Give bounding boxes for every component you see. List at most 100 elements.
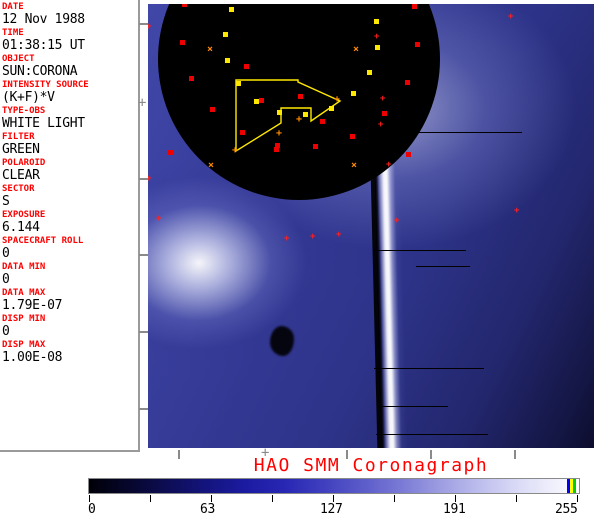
metadata-label: EXPOSURE [2, 210, 46, 220]
ring-marker-orange-x: × [353, 44, 360, 55]
field-marker-red [168, 150, 173, 155]
ring-marker-red [313, 144, 318, 149]
axis-crosshair-left: + [138, 95, 147, 111]
streak-artifact [376, 434, 488, 435]
coronagraph-image[interactable]: × × × × [148, 4, 594, 448]
metadata-label: TYPE-OBS [2, 106, 46, 116]
metadata-label: OBJECT [2, 54, 35, 64]
ring-marker-red [382, 111, 387, 116]
metadata-value: 01:38:15 UT [2, 38, 85, 53]
metadata-value: WHITE LIGHT [2, 116, 85, 131]
polygon-vertex-plus: + [276, 128, 283, 139]
metadata-label: FILTER [2, 132, 35, 142]
axis-tick-left [139, 178, 148, 180]
ring-marker-red [180, 40, 185, 45]
metadata-field-object: OBJECT SUN:CORONA [2, 54, 138, 79]
edge-marker-red-plus: + [380, 94, 386, 104]
metadata-label: DATA MAX [2, 288, 46, 298]
edge-marker-red-plus: + [386, 160, 392, 170]
metadata-value: 0 [2, 246, 10, 261]
metadata-field-type-obs: TYPE-OBS WHITE LIGHT [2, 106, 138, 131]
edge-marker-red-plus: + [514, 206, 520, 216]
polygon-vertex-plus: + [334, 94, 341, 105]
metadata-value: 0 [2, 324, 10, 339]
metadata-value: 0 [2, 272, 10, 287]
colorbar-label: 0 [88, 502, 96, 517]
ring-marker-orange-x: × [207, 44, 214, 55]
metadata-value: CLEAR [2, 168, 40, 183]
polygon-vertex-plus: + [232, 145, 239, 156]
metadata-label: INTENSITY SOURCE [2, 80, 89, 90]
colorbar[interactable]: 0 63 127 191 255 [88, 478, 580, 517]
field-marker-red [244, 64, 249, 69]
metadata-field-data-min: DATA MIN 0 [2, 262, 138, 287]
ring-marker-yellow [223, 32, 228, 37]
edge-marker-red-plus: + [156, 214, 162, 224]
colorbar-blue-stripe [567, 479, 570, 493]
ring-marker-red [240, 130, 245, 135]
metadata-label: DATE [2, 2, 24, 12]
colorbar-yellow-stripe [570, 479, 573, 493]
metadata-label: DISP MAX [2, 340, 46, 350]
metadata-label: SPACECRAFT ROLL [2, 236, 84, 246]
metadata-value: SUN:CORONA [2, 64, 78, 79]
metadata-field-time: TIME 01:38:15 UT [2, 28, 138, 53]
field-marker-red [298, 94, 303, 99]
colorbar-label: 127 [320, 502, 343, 517]
edge-marker-red-plus: + [336, 230, 342, 240]
colorbar-tick [272, 495, 273, 502]
ring-marker-yellow [351, 91, 356, 96]
metadata-value: 1.79E-07 [2, 298, 63, 313]
edge-marker-red-plus: + [148, 174, 152, 184]
axis-tick-bottom [430, 450, 432, 459]
ring-marker-yellow [303, 112, 308, 117]
ring-marker-yellow [229, 7, 234, 12]
colorbar-tick [211, 495, 212, 502]
metadata-value: 12 Nov 1988 [2, 12, 85, 27]
ring-marker-red [415, 42, 420, 47]
colorbar-labels: 0 63 127 191 255 [88, 502, 580, 518]
ring-marker-orange-x: × [208, 160, 215, 171]
colorbar-gradient [88, 478, 580, 494]
colorbar-tick [455, 495, 456, 502]
axis-tick-left [139, 23, 148, 25]
ring-marker-yellow [329, 106, 334, 111]
streak-artifact [376, 132, 522, 133]
metadata-label: POLAROID [2, 158, 46, 168]
streak-artifact [374, 368, 484, 369]
metadata-field-intensity-source: INTENSITY SOURCE (K+F)*V [2, 80, 138, 105]
ring-marker-red [189, 76, 194, 81]
edge-marker-red-plus: + [508, 12, 514, 22]
axis-tick-bottom [346, 450, 348, 459]
edge-marker-red-plus: + [378, 120, 384, 130]
metadata-value: 1.00E-08 [2, 350, 63, 365]
field-marker-red [274, 147, 279, 152]
colorbar-tick [150, 495, 151, 502]
edge-marker-red-plus: + [148, 22, 152, 32]
axis-tick-left [139, 331, 148, 333]
ring-marker-yellow [375, 45, 380, 50]
ring-marker-yellow [277, 110, 282, 115]
colorbar-ticks [88, 495, 580, 503]
metadata-value: (K+F)*V [2, 90, 55, 105]
field-marker-red [406, 152, 411, 157]
ring-marker-red [405, 80, 410, 85]
colorbar-tick [516, 495, 517, 502]
ring-marker-yellow [367, 70, 372, 75]
axis-tick-bottom [178, 450, 180, 459]
edge-marker-red-plus: + [284, 234, 290, 244]
edge-marker-red-plus: + [310, 232, 316, 242]
metadata-field-filter: FILTER GREEN [2, 132, 138, 157]
metadata-label: DATA MIN [2, 262, 46, 272]
axis-crosshair-bottom: + [261, 445, 270, 461]
ring-marker-yellow [225, 58, 230, 63]
metadata-field-disp-min: DISP MIN 0 [2, 314, 138, 339]
axis-tick-bottom [514, 450, 516, 459]
metadata-field-exposure: EXPOSURE 6.144 [2, 210, 138, 235]
metadata-label: SECTOR [2, 184, 35, 194]
ring-marker-red [182, 4, 187, 7]
stepped-polygon [235, 79, 342, 153]
edge-marker-red-plus: + [394, 216, 400, 226]
polygon-center-marker [259, 98, 264, 103]
